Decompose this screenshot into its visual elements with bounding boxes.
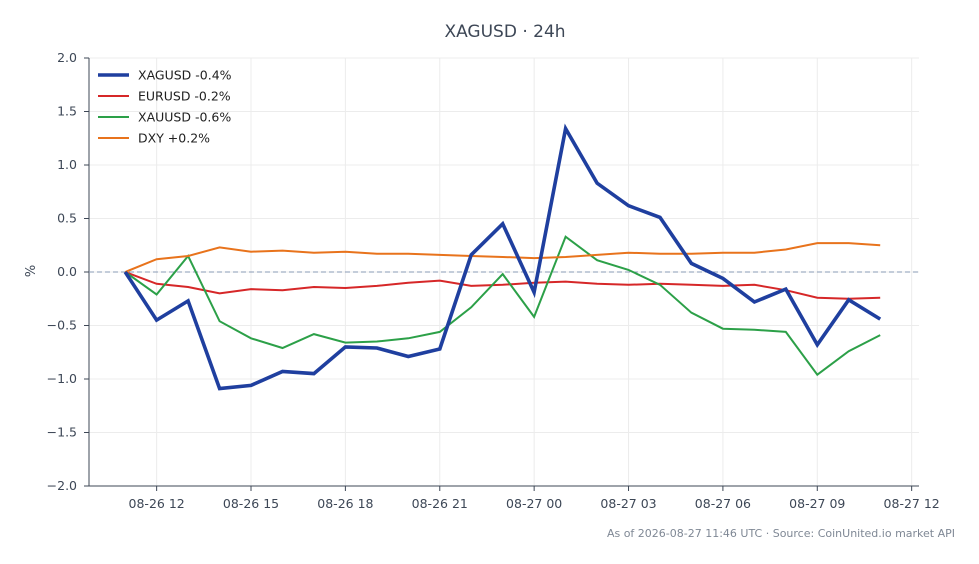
y-tick-label: 1.0: [57, 157, 77, 172]
y-tick-label: 1.5: [57, 104, 77, 119]
x-tick-label: 08-26 21: [412, 496, 468, 511]
x-tick-label: 08-27 06: [695, 496, 751, 511]
chart-title: XAGUSD · 24h: [444, 22, 565, 42]
y-axis-label: %: [24, 265, 39, 277]
y-tick-label: 0.0: [57, 264, 77, 279]
x-tick-label: 08-27 09: [789, 496, 845, 511]
series-lines: [123, 123, 882, 391]
x-tick-label: 08-26 12: [129, 496, 185, 511]
y-tick-label: −1.5: [47, 425, 77, 440]
x-tick-label: 08-27 12: [884, 496, 940, 511]
series-line-dxy: [124, 242, 881, 273]
legend-label: DXY +0.2%: [138, 131, 210, 146]
y-tick-label: −0.5: [47, 318, 77, 333]
legend-label: XAGUSD -0.4%: [138, 68, 232, 83]
y-tick-label: −1.0: [47, 371, 77, 386]
series-line-eurusd: [124, 271, 881, 300]
legend-label: XAUUSD -0.6%: [138, 110, 231, 125]
legend-label: EURUSD -0.2%: [138, 89, 231, 104]
series-line-xagusd: [123, 123, 882, 391]
y-tick-label: −2.0: [47, 478, 77, 493]
y-tick-label: 2.0: [57, 50, 77, 65]
x-tick-label: 08-27 03: [600, 496, 656, 511]
footer-source-note: As of 2026-08-27 11:46 UTC · Source: Coi…: [607, 527, 955, 540]
x-tick-label: 08-26 18: [317, 496, 373, 511]
x-tick-label: 08-27 00: [506, 496, 562, 511]
legend: XAGUSD -0.4% EURUSD -0.2% XAUUSD -0.6% DXY …: [98, 68, 232, 146]
x-tick-label: 08-26 15: [223, 496, 279, 511]
y-tick-label: 0.5: [57, 211, 77, 226]
series-line-xauusd: [124, 235, 881, 377]
x-ticks: 08-26 12 08-26 15 08-26 18 08-26 21 08-27 00…: [129, 486, 940, 511]
y-ticks: 2.0 1.5 1.0 0.5 0.0 −0.5 −1.0 −1.5 −2.0: [47, 50, 89, 493]
